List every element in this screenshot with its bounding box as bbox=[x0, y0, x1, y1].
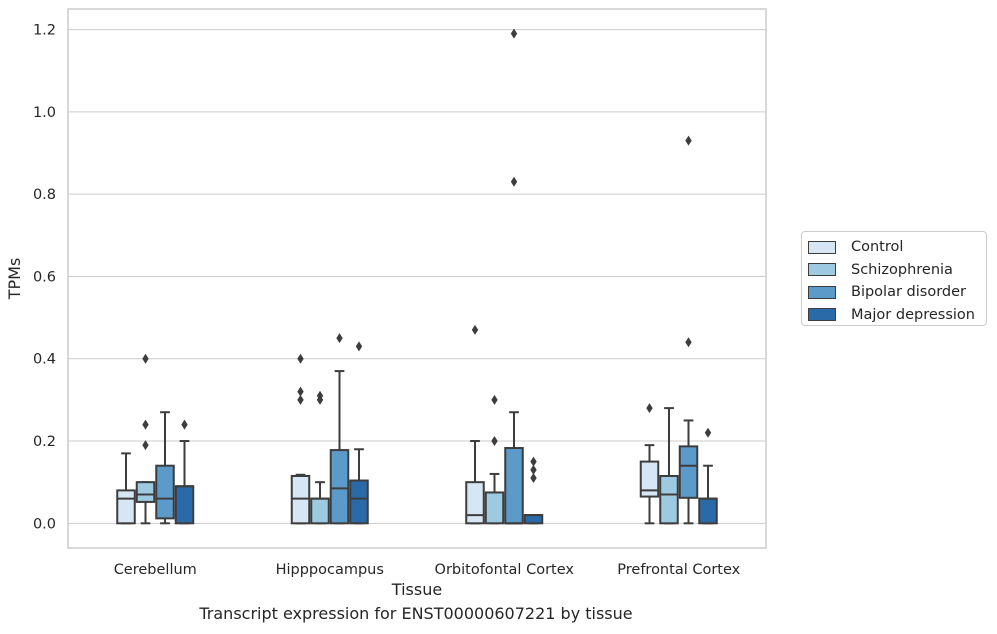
y-tick-label: 0.2 bbox=[33, 434, 56, 450]
box-body bbox=[310, 497, 330, 525]
outlier-point bbox=[510, 176, 518, 187]
outlier-point bbox=[530, 456, 537, 467]
box-body bbox=[290, 474, 311, 525]
chart-caption: Transcript expression for ENST0000060722… bbox=[199, 604, 633, 623]
box-body bbox=[698, 497, 718, 525]
x-tick-label: Cerebellum bbox=[114, 562, 197, 578]
box-body bbox=[484, 491, 505, 525]
box-body bbox=[116, 489, 136, 525]
outlier-point bbox=[142, 419, 149, 430]
x-tick-label: Prefrontal Cortex bbox=[617, 562, 740, 578]
outlier-point bbox=[316, 390, 324, 401]
x-tick-label: Hipppocampus bbox=[276, 562, 384, 578]
outlier-point bbox=[471, 324, 479, 335]
legend-swatch bbox=[808, 285, 836, 299]
outlier-point bbox=[491, 436, 498, 447]
outlier-point bbox=[685, 337, 692, 348]
outlier-point bbox=[530, 473, 537, 484]
outlier-point bbox=[297, 353, 304, 364]
legend-swatch bbox=[808, 308, 836, 322]
y-tick-label: 0.8 bbox=[33, 187, 56, 203]
y-tick-label: 0.0 bbox=[33, 516, 56, 532]
legend-item: Bipolar disorder bbox=[808, 281, 986, 304]
outlier-point bbox=[510, 28, 518, 39]
outlier-point bbox=[297, 394, 304, 405]
outlier-point bbox=[646, 403, 653, 414]
outlier-point bbox=[297, 386, 304, 397]
outlier-point bbox=[355, 341, 363, 352]
box-body bbox=[504, 447, 524, 525]
plot-frame bbox=[67, 8, 767, 549]
outlier-point bbox=[142, 440, 149, 451]
outlier-point bbox=[530, 464, 537, 475]
legend-item: Major depression bbox=[808, 304, 986, 327]
legend-item: Schizophrenia bbox=[808, 259, 986, 282]
legend-item: Control bbox=[808, 236, 986, 259]
chart-legend: Control Schizophrenia Bipolar disorder Majo… bbox=[801, 231, 987, 326]
box-body bbox=[659, 474, 679, 525]
box-body bbox=[465, 481, 485, 525]
legend-swatch bbox=[808, 240, 836, 254]
outlier-point bbox=[704, 427, 712, 438]
outlier-point bbox=[336, 333, 343, 344]
box-body bbox=[135, 481, 156, 503]
box-body bbox=[678, 445, 699, 499]
legend-swatch bbox=[808, 263, 836, 277]
box-body bbox=[639, 460, 660, 498]
box-body bbox=[155, 464, 175, 520]
outlier-point bbox=[491, 394, 498, 405]
box-body bbox=[174, 485, 195, 525]
y-tick-label: 0.4 bbox=[33, 352, 56, 368]
outlier-point bbox=[685, 135, 692, 146]
box-body bbox=[523, 514, 544, 525]
x-tick-label: Orbitofontal Cortex bbox=[435, 562, 575, 578]
y-tick-label: 0.6 bbox=[33, 269, 56, 285]
y-tick-label: 1.0 bbox=[33, 105, 56, 121]
box-body bbox=[329, 449, 350, 525]
legend-label: Bipolar disorder bbox=[851, 284, 966, 301]
outlier-point bbox=[142, 353, 149, 364]
legend-label: Control bbox=[851, 239, 904, 256]
x-axis-label: Tissue bbox=[391, 580, 442, 599]
y-tick-label: 1.2 bbox=[33, 23, 56, 39]
legend-label: Major depression bbox=[851, 306, 975, 323]
y-axis-label: TPMs bbox=[5, 258, 24, 301]
outlier-point bbox=[181, 419, 188, 430]
legend-label: Schizophrenia bbox=[851, 261, 953, 278]
box-body bbox=[349, 479, 369, 525]
